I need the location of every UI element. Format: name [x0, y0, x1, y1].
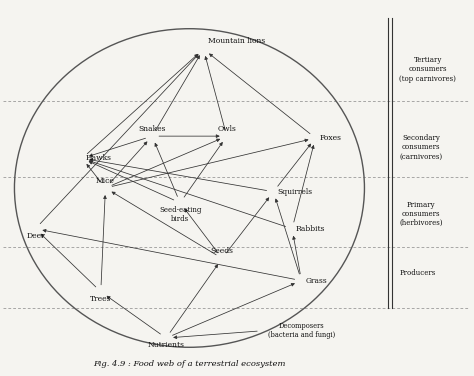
Text: Mountain lions: Mountain lions [208, 37, 265, 45]
Text: Trees: Trees [90, 295, 111, 303]
Text: Squirrels: Squirrels [277, 188, 312, 196]
Text: Seeds: Seeds [210, 247, 234, 255]
Text: Seed-eating
birds: Seed-eating birds [159, 206, 201, 223]
Text: Producers: Producers [400, 269, 436, 277]
Text: Deer: Deer [26, 232, 45, 240]
Text: Mice: Mice [96, 177, 115, 185]
Text: Tertiary
consumers
(top carnivores): Tertiary consumers (top carnivores) [400, 56, 456, 83]
Text: Secondary
consumers
(carnivores): Secondary consumers (carnivores) [400, 134, 443, 161]
Text: Rabbits: Rabbits [296, 225, 325, 233]
Text: Owls: Owls [218, 125, 236, 133]
Text: Primary
consumers
(herbivores): Primary consumers (herbivores) [400, 201, 443, 227]
Text: Grass: Grass [305, 277, 327, 285]
Text: Snakes: Snakes [138, 125, 166, 133]
Text: Decomposers
(bacteria and fungi): Decomposers (bacteria and fungi) [268, 322, 335, 339]
Text: Fig. 4.9 : Food web of a terrestrial ecosystem: Fig. 4.9 : Food web of a terrestrial eco… [93, 360, 286, 368]
Text: Hawks: Hawks [86, 155, 112, 162]
Text: Nutrients: Nutrients [147, 341, 184, 349]
Text: Foxes: Foxes [319, 134, 341, 142]
